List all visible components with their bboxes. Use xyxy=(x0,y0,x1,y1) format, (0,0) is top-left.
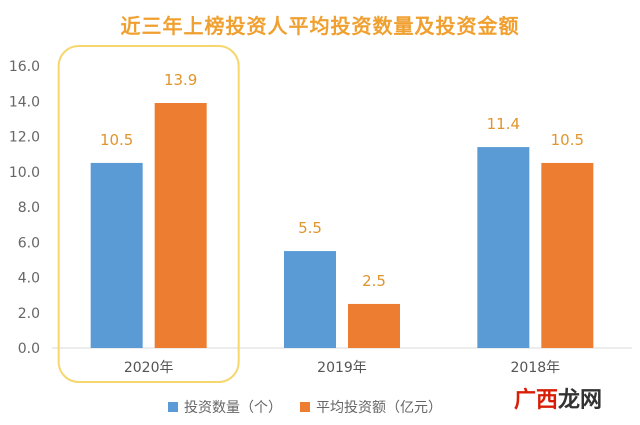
legend-item-amount: 平均投资额（亿元） xyxy=(300,397,442,417)
y-tick-label: 10.0 xyxy=(9,165,40,181)
legend-label-count: 投资数量（个） xyxy=(184,400,282,416)
bar xyxy=(90,162,143,348)
watermark-logo: 广西龙网 xyxy=(514,382,602,414)
y-tick-label: 0.0 xyxy=(18,341,40,357)
data-label: 13.9 xyxy=(164,71,197,89)
bar xyxy=(284,251,336,348)
y-tick-label: 2.0 xyxy=(18,306,40,322)
x-tick-label: 2019年 xyxy=(317,360,367,376)
x-tick-label: 2018年 xyxy=(511,360,561,376)
x-tick-label: 2020年 xyxy=(124,360,174,376)
legend-swatch-count xyxy=(168,402,178,412)
bar xyxy=(541,162,594,348)
watermark-part1: 广西 xyxy=(514,388,559,413)
bar xyxy=(477,147,530,348)
watermark-part2: 龙网 xyxy=(558,388,603,413)
data-label: 10.5 xyxy=(551,131,584,149)
data-label: 5.5 xyxy=(298,219,322,237)
data-label: 10.5 xyxy=(100,131,133,149)
y-tick-label: 4.0 xyxy=(18,271,40,287)
y-tick-label: 12.0 xyxy=(9,130,40,146)
y-tick-label: 8.0 xyxy=(18,200,40,216)
data-label: 11.4 xyxy=(487,115,520,133)
bar xyxy=(154,103,207,348)
legend: 投资数量（个） 平均投资额（亿元） xyxy=(168,396,442,418)
y-tick-label: 16.0 xyxy=(9,59,40,75)
y-tick-label: 6.0 xyxy=(18,235,40,251)
chart-title: 近三年上榜投资人平均投资数量及投资金额 xyxy=(120,14,520,38)
legend-item-count: 投资数量（个） xyxy=(168,397,282,417)
bar xyxy=(348,303,400,348)
legend-swatch-amount xyxy=(300,402,310,412)
data-label: 2.5 xyxy=(362,272,386,290)
category-highlight-box xyxy=(57,45,240,383)
legend-label-amount: 平均投资额（亿元） xyxy=(316,400,442,416)
y-tick-label: 14.0 xyxy=(9,94,40,110)
